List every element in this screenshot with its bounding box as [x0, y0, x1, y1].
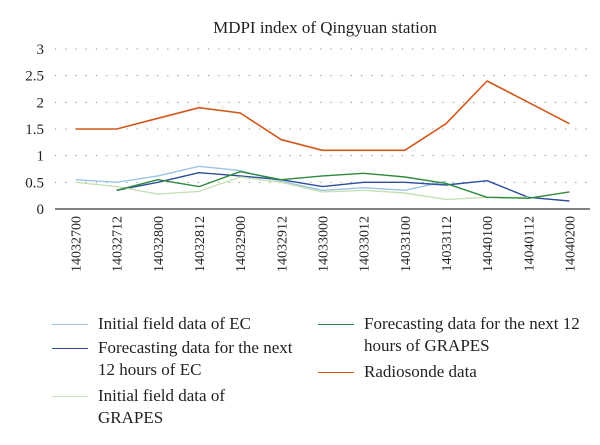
series-line-4 — [75, 80, 570, 152]
y-tick-label: 2 — [37, 95, 45, 111]
x-tick-label: 14040100 — [481, 216, 496, 272]
legend-item-forecast-ec: Forecasting data for the next 12 hours o… — [52, 337, 297, 381]
legend-swatch-forecast-ec — [52, 348, 88, 349]
x-tick-label: 14033012 — [358, 216, 373, 272]
x-tick-label: 14032700 — [70, 216, 85, 272]
y-tick-label: 0.5 — [25, 175, 44, 191]
x-tick-label: 14040112 — [522, 216, 537, 271]
x-tick-label: 14032812 — [193, 216, 208, 272]
legend-label-radiosonde: Radiosonde data — [364, 362, 477, 381]
series-line-1 — [116, 172, 570, 202]
legend-label-initial-grapes: Initial field data of GRAPES — [98, 386, 225, 427]
gridlines — [55, 48, 590, 183]
legend: Initial field data of EC Forecasting dat… — [0, 305, 600, 445]
series-line-2 — [75, 176, 529, 201]
legend-swatch-initial-ec — [52, 324, 88, 325]
legend-swatch-radiosonde — [318, 372, 354, 373]
x-tick-label: 14032712 — [111, 216, 126, 272]
legend-item-forecast-grapes: Forecasting data for the next 12 hours o… — [318, 313, 588, 357]
x-tick-label: 14033000 — [317, 216, 332, 272]
y-tick-label: 1.5 — [25, 122, 44, 138]
legend-label-forecast-ec: Forecasting data for the next 12 hours o… — [98, 338, 293, 379]
y-tick-label: 2.5 — [25, 69, 44, 85]
x-tick-label: 14033100 — [399, 216, 414, 272]
legend-label-forecast-grapes: Forecasting data for the next 12 hours o… — [364, 314, 580, 355]
legend-label-initial-ec: Initial field data of EC — [98, 314, 251, 333]
x-tick-label: 14040200 — [563, 216, 578, 272]
x-tick-label: 14032900 — [234, 216, 249, 272]
chart-title: MDPI index of Qingyuan station — [213, 18, 437, 37]
y-axis-ticks: 0 0.5 1 1.5 2 2.5 3 — [25, 42, 44, 218]
y-tick-label: 0 — [37, 202, 45, 218]
series-line-3 — [116, 171, 570, 199]
x-axis-ticks: 14032700 14032712 14032800 14032812 14032900… — [70, 216, 579, 272]
x-tick-label: 14033112 — [440, 216, 455, 271]
y-tick-label: 3 — [37, 42, 45, 58]
legend-swatch-forecast-grapes — [318, 324, 354, 325]
y-tick-label: 1 — [37, 149, 45, 165]
legend-item-initial-grapes: Initial field data of GRAPES — [52, 385, 272, 429]
x-tick-label: 14032912 — [275, 216, 290, 272]
x-tick-label: 14032800 — [152, 216, 167, 272]
legend-item-initial-ec: Initial field data of EC — [52, 313, 302, 335]
series-lines — [75, 80, 570, 202]
legend-item-radiosonde: Radiosonde data — [318, 361, 578, 383]
legend-swatch-initial-grapes — [52, 396, 88, 397]
